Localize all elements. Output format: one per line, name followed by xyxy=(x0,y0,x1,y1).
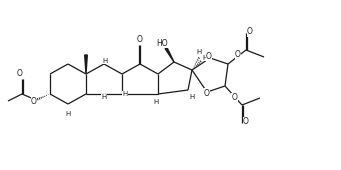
Text: H: H xyxy=(101,94,107,100)
Text: H: H xyxy=(122,91,128,98)
Text: HO: HO xyxy=(156,39,168,48)
Polygon shape xyxy=(165,47,174,62)
Polygon shape xyxy=(85,55,87,74)
Text: H: H xyxy=(202,55,208,61)
Text: O: O xyxy=(247,28,253,37)
Text: H: H xyxy=(153,98,159,105)
Text: H: H xyxy=(65,110,71,116)
Text: O: O xyxy=(243,117,249,126)
Text: H: H xyxy=(189,95,195,100)
Text: O: O xyxy=(137,35,143,44)
Text: H: H xyxy=(102,58,108,64)
Text: O: O xyxy=(204,89,210,98)
Text: O: O xyxy=(232,94,237,103)
Text: H: H xyxy=(196,49,202,55)
Text: O: O xyxy=(31,98,37,106)
Text: O: O xyxy=(235,50,241,59)
Text: O: O xyxy=(17,69,23,78)
Text: O: O xyxy=(206,53,212,62)
